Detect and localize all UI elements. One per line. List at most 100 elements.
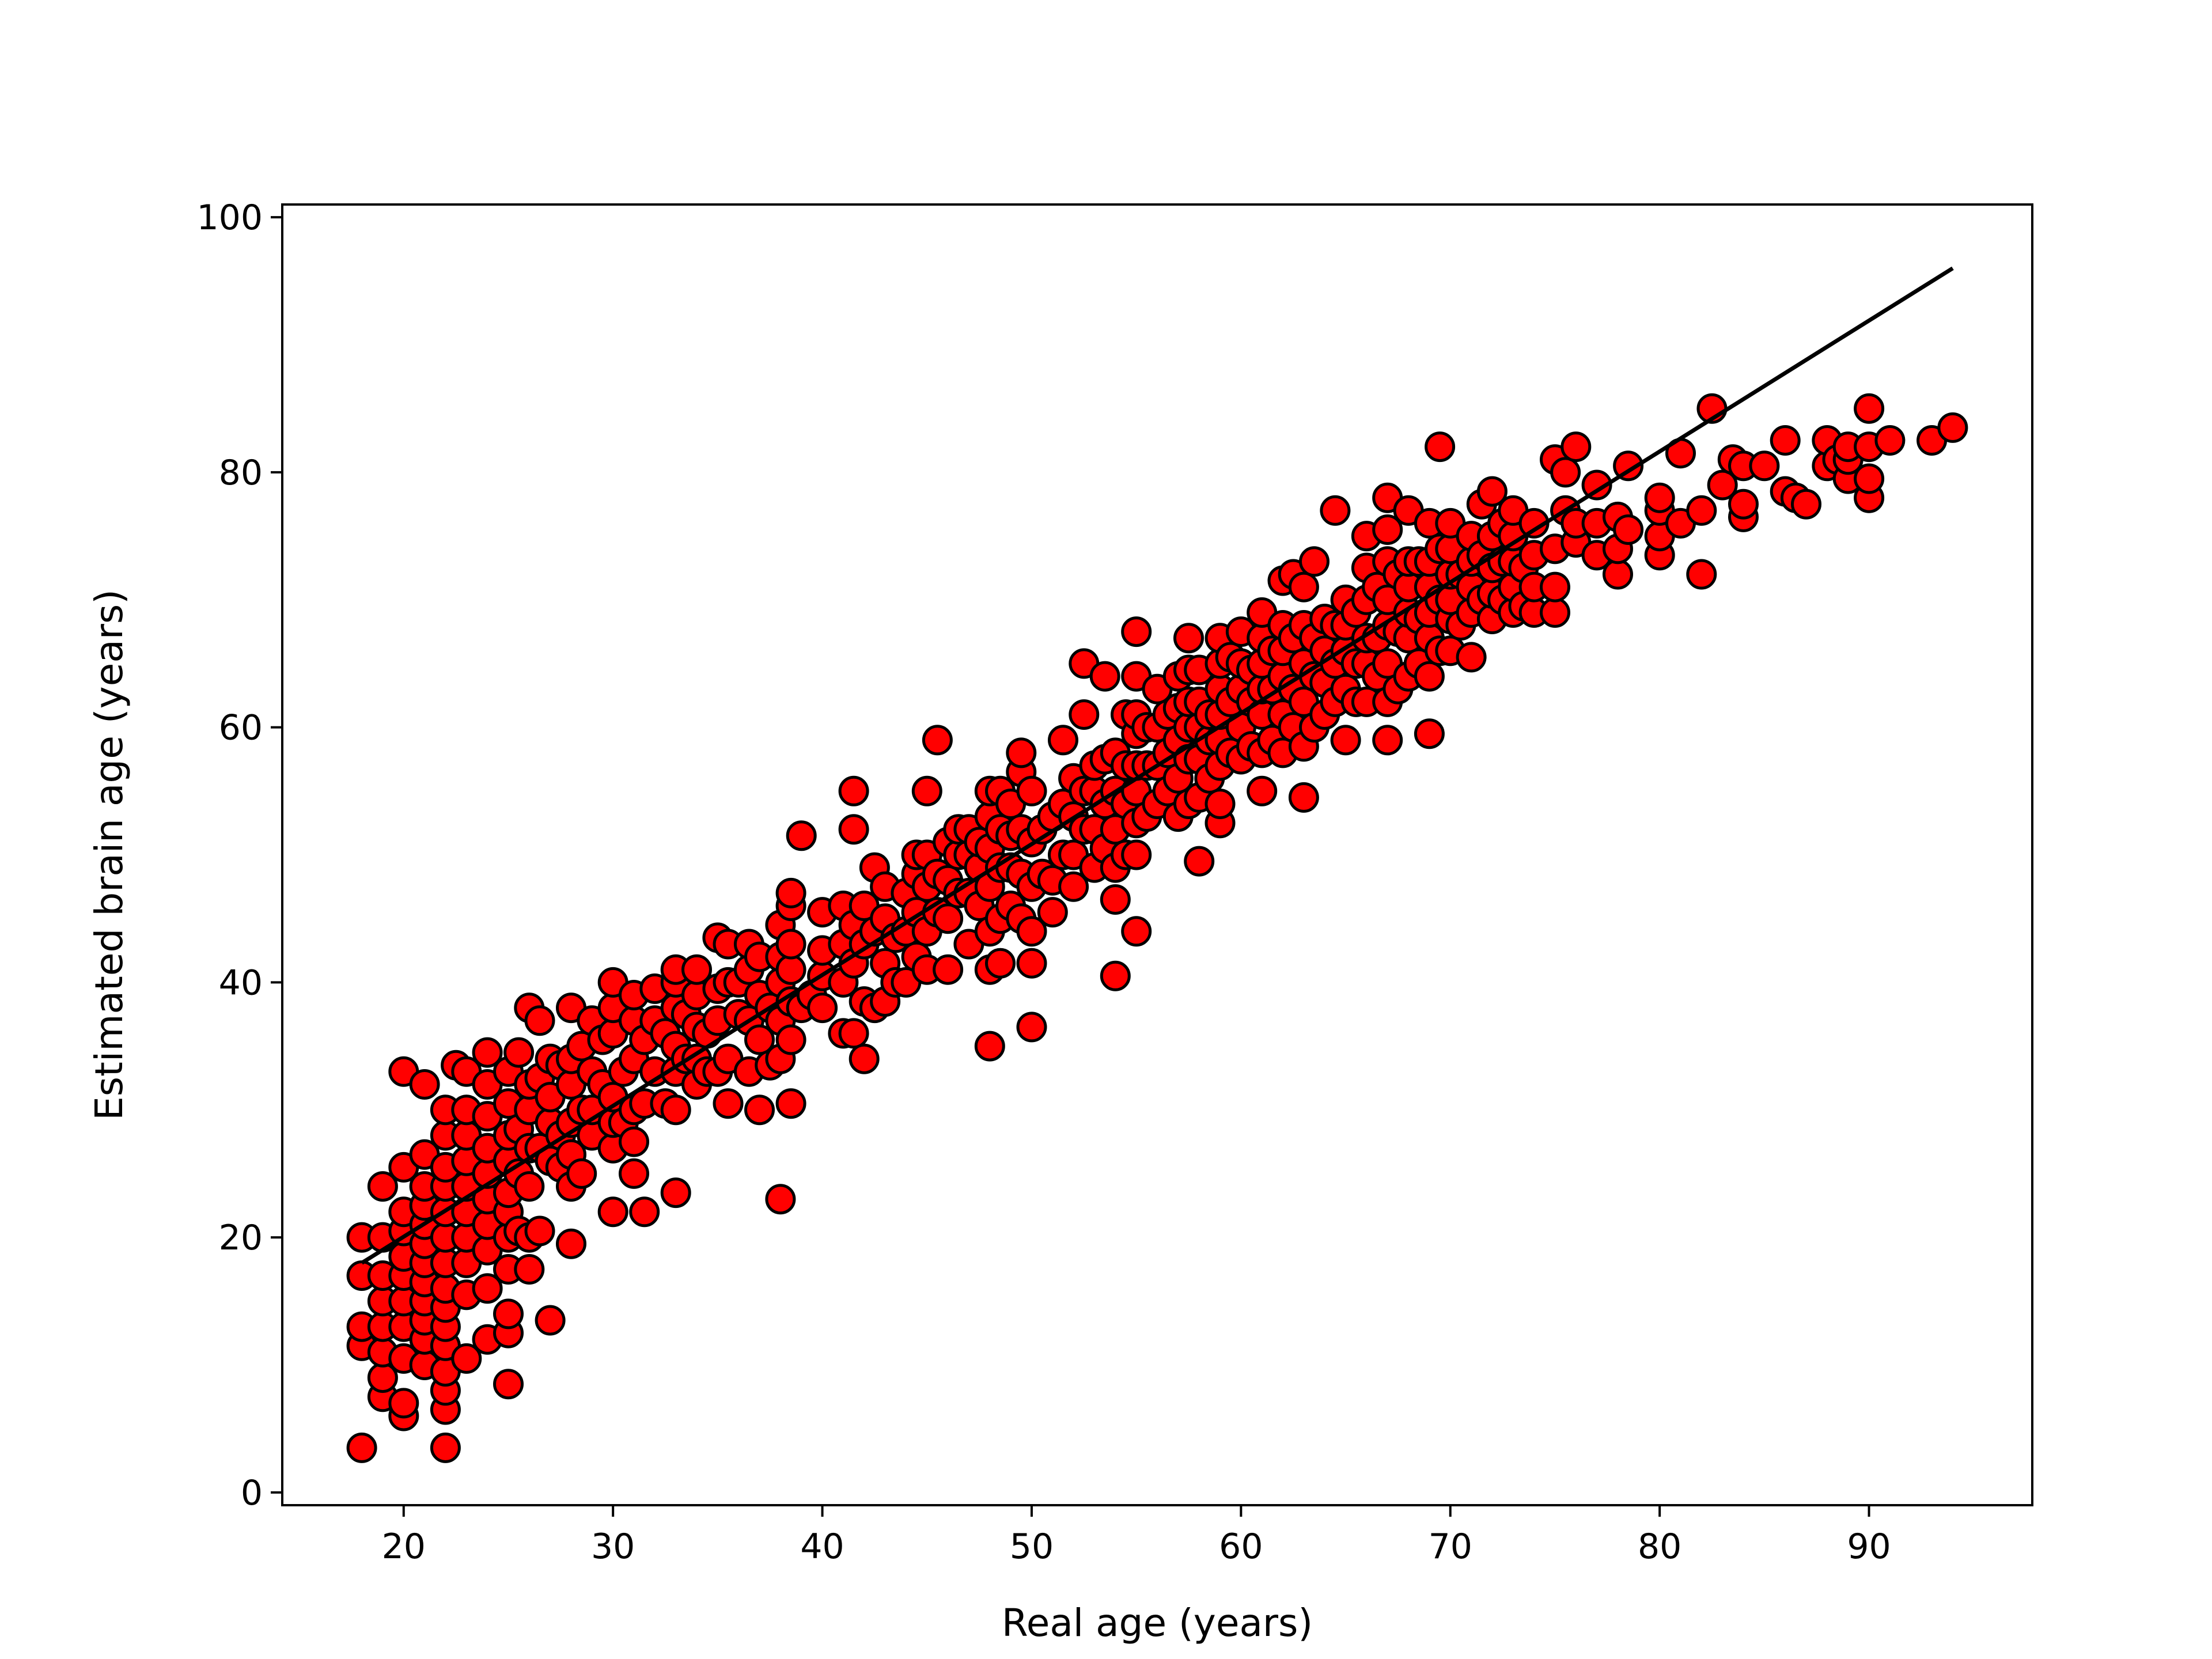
points-layer (346, 393, 1968, 1463)
y-tick-label: 20 (219, 1218, 263, 1258)
x-tick-label: 30 (591, 1527, 635, 1567)
data-point (1100, 884, 1131, 915)
data-point (1205, 789, 1236, 819)
data-point (619, 1126, 649, 1157)
data-point (1037, 897, 1068, 928)
y-tick-label: 60 (219, 708, 263, 748)
x-ticks: 20 30 40 50 60 70 80 90 (382, 1505, 1891, 1567)
data-point (660, 1177, 691, 1209)
data-point (556, 1228, 586, 1259)
data-point (1016, 916, 1047, 947)
data-point (1330, 725, 1361, 756)
data-point (1791, 488, 1821, 520)
data-point (1540, 597, 1570, 628)
data-point (744, 1094, 775, 1126)
data-point (493, 1369, 524, 1400)
data-point (786, 820, 817, 851)
data-point (1058, 871, 1089, 902)
data-point (514, 1254, 545, 1285)
data-point (1299, 546, 1330, 577)
data-point (1770, 425, 1801, 456)
data-point (744, 1024, 775, 1055)
data-point (838, 1018, 869, 1049)
y-ticks: 0 20 40 60 80 100 (196, 198, 282, 1513)
data-point (451, 1343, 482, 1374)
data-point (1414, 718, 1445, 749)
data-point (933, 903, 964, 934)
data-point (472, 1273, 503, 1304)
data-point (1048, 725, 1078, 756)
data-point (1372, 514, 1403, 545)
data-point (1581, 469, 1612, 501)
data-point (1016, 948, 1047, 979)
x-tick-label: 50 (1010, 1527, 1054, 1567)
data-point (765, 1184, 796, 1215)
data-point (524, 1215, 555, 1247)
x-tick-label: 40 (800, 1527, 844, 1567)
data-point (681, 954, 712, 985)
data-point (933, 954, 964, 985)
data-point (1874, 425, 1906, 456)
line-layer (361, 266, 1954, 1265)
data-point (1372, 725, 1403, 756)
data-point (1414, 661, 1445, 692)
data-point (1476, 476, 1508, 507)
data-point (1247, 775, 1278, 806)
data-point (1121, 916, 1152, 947)
data-point (807, 993, 838, 1024)
data-point (493, 1298, 524, 1330)
data-point (535, 1305, 566, 1336)
data-point (1016, 775, 1047, 806)
x-tick-label: 90 (1847, 1527, 1891, 1567)
data-point (922, 725, 953, 756)
x-tick-label: 20 (382, 1527, 426, 1567)
data-point (346, 1432, 377, 1463)
data-point (629, 1196, 660, 1228)
data-point (775, 1088, 806, 1119)
data-point (1173, 623, 1204, 654)
y-axis-label: Estimated brain age (years) (87, 589, 131, 1120)
data-point (514, 1171, 545, 1202)
data-point (1089, 661, 1120, 692)
y-tick-label: 100 (196, 198, 263, 238)
data-point (1121, 839, 1152, 870)
x-axis-label: Real age (years) (1002, 1601, 1313, 1645)
data-point (849, 1043, 880, 1074)
data-point (775, 954, 806, 985)
data-point (974, 1031, 1005, 1062)
y-tick-label: 40 (219, 963, 263, 1003)
data-point (1288, 782, 1319, 813)
data-point (524, 1005, 555, 1036)
data-point (566, 1158, 597, 1189)
x-tick-label: 80 (1638, 1527, 1681, 1567)
data-point (775, 1024, 806, 1055)
data-point (1550, 457, 1581, 488)
data-point (503, 1037, 535, 1068)
data-point (1686, 495, 1717, 526)
data-point (1016, 1012, 1047, 1043)
data-point (1560, 431, 1592, 463)
y-tick-label: 0 (241, 1473, 263, 1513)
data-point (1644, 482, 1675, 513)
data-point (388, 1388, 419, 1419)
data-point (597, 1196, 628, 1228)
identity-line (361, 266, 1954, 1265)
data-point (367, 1171, 398, 1202)
data-point (1540, 571, 1570, 603)
data-point (838, 775, 869, 806)
data-point (430, 1432, 461, 1463)
data-point (1728, 488, 1759, 520)
data-point (660, 1094, 691, 1126)
data-point (1006, 737, 1037, 768)
data-point (985, 948, 1016, 979)
data-point (472, 1037, 503, 1068)
data-point (713, 1088, 744, 1119)
data-point (1686, 559, 1717, 590)
data-point (1854, 463, 1885, 494)
data-point (775, 877, 806, 908)
data-point (1288, 571, 1319, 603)
data-point (1121, 616, 1152, 647)
data-point (1707, 469, 1738, 501)
x-tick-label: 60 (1219, 1527, 1263, 1567)
